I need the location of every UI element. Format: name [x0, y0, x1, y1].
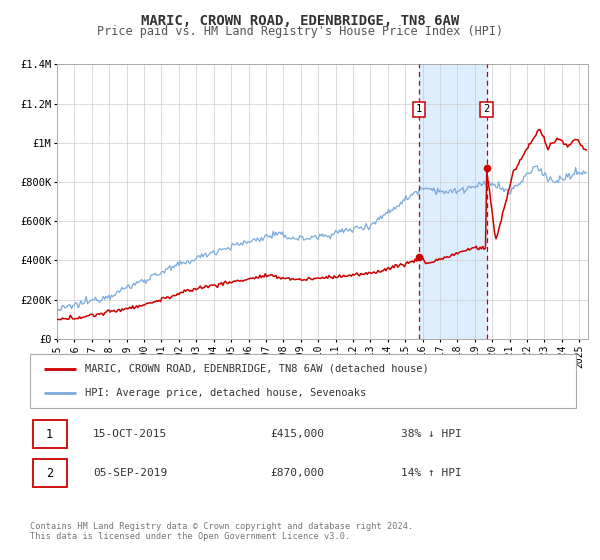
FancyBboxPatch shape	[30, 354, 576, 408]
Text: 1: 1	[416, 105, 422, 114]
Text: Price paid vs. HM Land Registry's House Price Index (HPI): Price paid vs. HM Land Registry's House …	[97, 25, 503, 38]
Text: 14% ↑ HPI: 14% ↑ HPI	[401, 468, 462, 478]
FancyBboxPatch shape	[33, 459, 67, 487]
Text: HPI: Average price, detached house, Sevenoaks: HPI: Average price, detached house, Seve…	[85, 388, 366, 398]
Text: 05-SEP-2019: 05-SEP-2019	[93, 468, 167, 478]
Text: 2: 2	[484, 105, 490, 114]
Text: MARIC, CROWN ROAD, EDENBRIDGE, TN8 6AW (detached house): MARIC, CROWN ROAD, EDENBRIDGE, TN8 6AW (…	[85, 364, 428, 374]
Text: 2: 2	[46, 466, 53, 480]
Text: MARIC, CROWN ROAD, EDENBRIDGE, TN8 6AW: MARIC, CROWN ROAD, EDENBRIDGE, TN8 6AW	[141, 14, 459, 28]
FancyBboxPatch shape	[33, 420, 67, 448]
Text: 38% ↓ HPI: 38% ↓ HPI	[401, 429, 462, 439]
Text: 1: 1	[46, 427, 53, 441]
Text: £415,000: £415,000	[270, 429, 324, 439]
Bar	[419, 64, 487, 339]
Text: Contains HM Land Registry data © Crown copyright and database right 2024.
This d: Contains HM Land Registry data © Crown c…	[30, 522, 413, 542]
Text: £870,000: £870,000	[270, 468, 324, 478]
Text: 15-OCT-2015: 15-OCT-2015	[93, 429, 167, 439]
